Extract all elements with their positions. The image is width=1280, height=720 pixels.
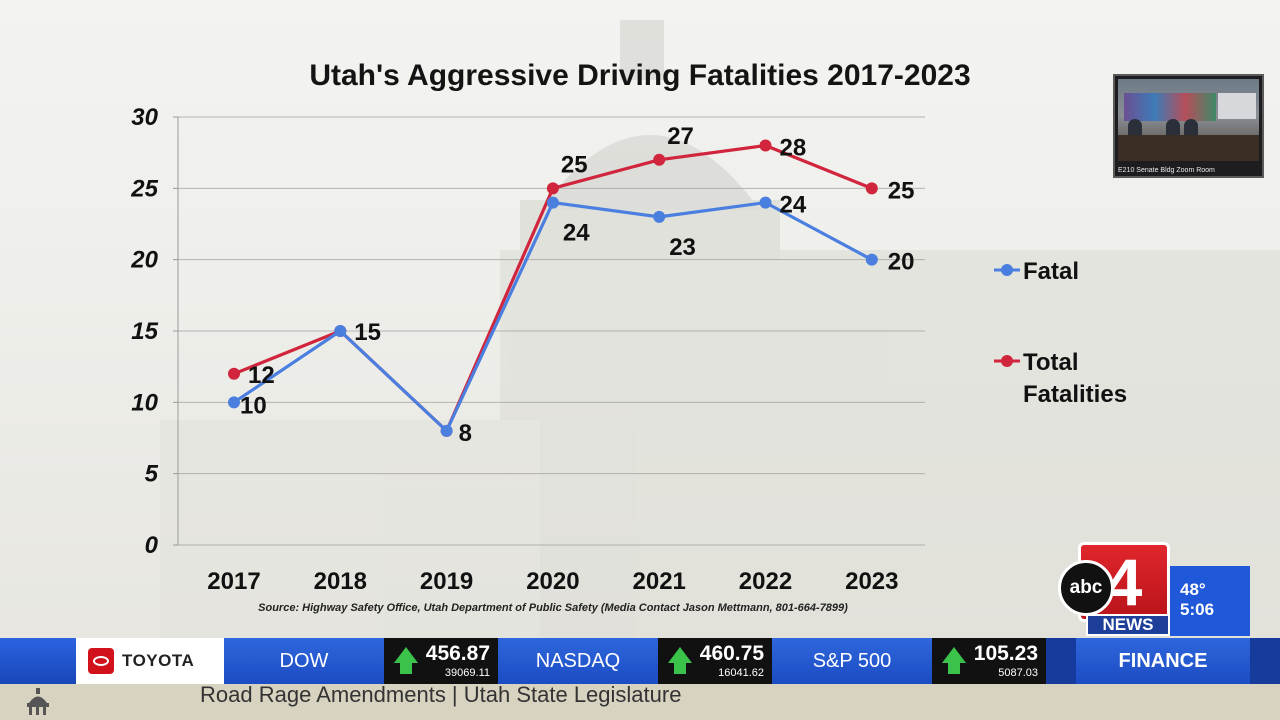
legend: Fatal Total Fatalities [994,258,1127,408]
data-label: 23 [669,234,696,261]
legend-entry: Total Fatalities [1023,349,1127,408]
y-tick-label: 0 [145,532,159,559]
stock-name: DOW [224,638,384,684]
data-point [653,210,666,223]
data-point [759,196,772,209]
data-point [865,182,878,195]
stock-index: 39069.11 [444,667,490,679]
y-tick-label: 15 [131,318,158,345]
data-label: 25 [561,151,588,178]
x-tick-label: 2018 [314,568,367,595]
data-label: 24 [563,220,590,247]
y-tick-label: 10 [131,389,158,416]
legend-entry: Fatal [1023,258,1079,285]
lower-third: Road Rage Amendments | Utah State Legisl… [0,684,1280,720]
up-arrow-icon [942,647,966,663]
y-tick-label: 20 [130,247,158,274]
stock-index: 16041.62 [718,667,764,679]
weather-time-box: 48° 5:06 [1170,566,1250,636]
data-point [759,139,772,152]
x-tick-label: 2019 [420,568,473,595]
data-point [334,325,347,337]
sponsor-box: TOYOTA [76,638,224,684]
legend-entry-line: Fatalities [1023,381,1127,408]
data-point [546,182,559,195]
gridlines [178,116,925,546]
ticker-wedge [0,638,76,684]
line-chart: Utah's Aggressive Driving Fatalities 201… [130,20,1280,640]
data-label: 24 [780,192,807,219]
news-label: NEWS [1086,614,1170,636]
data-point [653,153,666,166]
y-tick-label: 25 [130,175,158,202]
stock-quote: 456.87 39069.11 [384,638,498,684]
headline: Road Rage Amendments | Utah State Legisl… [200,682,682,707]
legend-swatch-point [1001,264,1013,276]
ticker-section-label: FINANCE [1076,638,1250,684]
stock-quote: 105.23 5087.03 [932,638,1046,684]
data-point [228,367,240,380]
data-label: 27 [667,123,694,150]
y-tick-label: 5 [145,461,159,488]
data-point [228,396,240,409]
zoom-caption: E210 Senate Bldg Zoom Room [1118,167,1215,174]
stock-change: 460.75 [699,642,764,665]
data-label: 28 [780,135,807,162]
toyota-logo-icon [88,648,114,674]
legend-swatch-point [1001,355,1013,367]
data-label: 10 [240,392,267,419]
data-labels: 10 24 23 24 20 12 15 8 25 27 28 25 [240,123,915,447]
stock-index: 5087.03 [998,667,1038,679]
data-label: 15 [354,319,381,346]
capitol-building-illustration [160,20,1280,640]
temperature: 48° [1180,580,1206,599]
stock-ticker: TOYOTA DOW 456.87 39069.11 NASDAQ 460.75… [0,638,1280,684]
data-label: 20 [888,249,915,276]
up-arrow-icon [394,647,418,663]
legend-entry-line: Total [1023,349,1079,376]
source-note: Source: Highway Safety Office, Utah Depa… [258,602,848,614]
zoom-room-scene [1118,79,1259,161]
stock-name: S&P 500 [772,638,932,684]
network-logo: abc [1058,560,1114,616]
capitol-dome-icon [27,688,49,715]
data-label: 8 [459,420,472,447]
data-label: 25 [888,177,915,204]
stock-name: NASDAQ [498,638,658,684]
data-point [440,424,453,437]
x-tick-label: 2017 [207,568,260,595]
y-tick-label: 30 [131,104,158,131]
data-label: 12 [248,362,275,389]
x-tick-label: 2023 [845,568,898,595]
y-axis: 0 5 10 15 20 25 30 [130,104,179,559]
clock-time: 5:06 [1180,600,1215,619]
x-tick-label: 2022 [739,568,792,595]
up-arrow-icon [668,647,692,663]
zoom-video-inset: E210 Senate Bldg Zoom Room [1113,74,1264,178]
data-point [546,196,559,209]
stock-change: 456.87 [425,642,490,665]
x-tick-label: 2020 [526,568,579,595]
station-logo: 4 abc NEWS [1058,540,1170,636]
stock-quote: 460.75 16041.62 [658,638,772,684]
stock-change: 105.23 [973,642,1038,665]
chart-title: Utah's Aggressive Driving Fatalities 201… [309,59,970,92]
series-lines [228,139,878,437]
x-tick-label: 2021 [633,568,686,595]
x-axis: 2017 2018 2019 2020 2021 2022 2023 [207,568,898,595]
sponsor-name: TOYOTA [122,651,195,670]
data-point [865,253,878,266]
